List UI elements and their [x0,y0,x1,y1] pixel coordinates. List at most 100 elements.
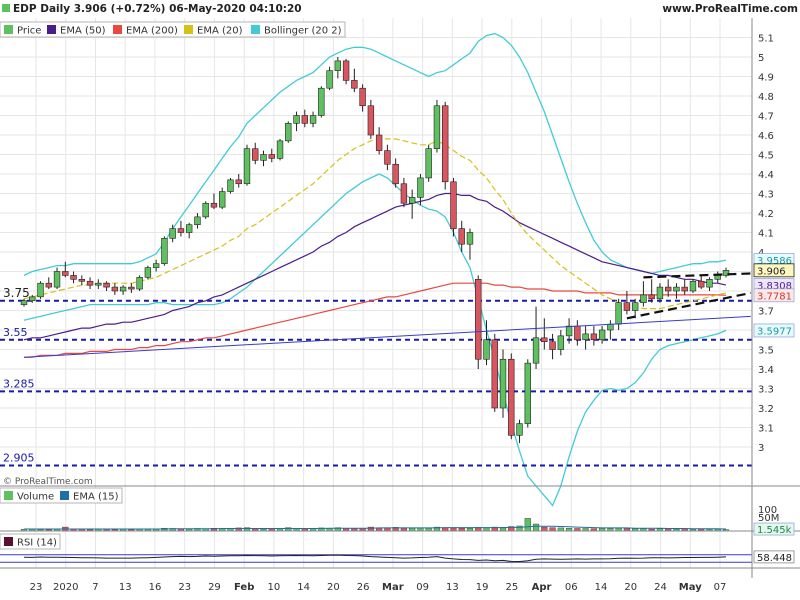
y-tick-label: 5 [758,53,764,64]
candle-body [673,286,680,292]
chart-title: EDP Daily 3.906 (+0.72%) 06-May-2020 04:… [13,3,302,15]
volume-legend-swatch [4,491,13,500]
y-tick-label: 4.1 [758,229,774,240]
candle-body [375,134,383,151]
candle-body [499,358,507,409]
x-tick-label: 09 [416,582,429,593]
x-tick-label: 14 [297,582,310,593]
y-tick-label: 4.3 [758,190,774,201]
legend-ema50: EMA (50) [60,26,106,37]
x-tick-label: 10 [268,582,281,593]
level-label: 3.55 [3,326,28,339]
candle-body [607,323,614,331]
y-tick-label: 5.1 [758,34,774,45]
y-tick-label: 4.2 [758,209,774,220]
rsi-badge: 58.448 [757,553,792,564]
y-tick-label: 3 [758,443,764,454]
trendline-channel-bottom [626,291,751,320]
candle-body [714,275,721,280]
candle-body [483,339,490,360]
candle-body [301,115,308,124]
price-badge: 3.5977 [757,326,792,337]
candle-body [342,60,350,81]
x-tick-label: Mar [382,582,404,593]
trendline-rising-support [23,315,751,358]
legend-swatch-ema200 [113,25,122,34]
x-tick-label: 07 [714,582,727,593]
volume-legend: Volume EMA (15) [0,487,123,504]
candle-body [119,286,127,292]
bollinger-upper [23,32,727,276]
legend-swatch-ema50 [47,25,56,34]
volume-tick-label: 100 [758,505,777,516]
ema200-line [24,282,727,358]
price-badge-box [753,288,795,303]
rsi-line [0,554,752,563]
price-badge: 3.9586 [757,256,792,267]
candles [20,57,730,444]
volume-ema-line [24,525,727,530]
candle-body [144,267,152,278]
y-tick-label: 3.2 [758,404,774,415]
y-tick-label: 3.4 [758,365,774,376]
candle-body [640,294,647,303]
candle-body [698,280,705,288]
candle-body [210,202,218,208]
candle-body [450,181,457,229]
volume-bar [549,527,556,532]
candle-body [194,216,201,225]
candle-body [309,115,317,124]
level-label: 3.285 [3,377,35,390]
x-tick-label: 20 [327,582,340,593]
candle-body [392,163,399,185]
x-tick-label: 19 [476,582,489,593]
ema50-line [23,192,727,341]
rsi-legend-label: RSI (14) [17,538,57,549]
legend-swatch-price [4,25,13,34]
candle-body [367,105,375,136]
y-tick-label: 4.6 [758,131,774,142]
candle-body [111,286,119,292]
candle-body [590,333,598,341]
candle-body [532,337,540,364]
support-levels: 3.75 3.55 3.285 2.905 [0,286,752,467]
y-tick-label: 3.1 [758,424,774,435]
candle-body [384,150,391,165]
candle-body [103,282,110,288]
candle-body [318,87,325,116]
candle-body [235,179,242,185]
candle-body [574,325,581,341]
volume-legend-label: Volume [17,492,54,503]
candle-body [433,105,441,149]
candle-body [549,341,556,350]
candle-body [20,300,28,305]
bollinger-bands [23,32,727,507]
price-badge: 3.7781 [757,291,792,302]
y-tick-label: 4.9 [758,73,774,84]
x-tick-label: Feb [234,582,254,593]
candle-body [260,154,267,161]
axes: 5.154.94.84.74.64.54.44.34.24.143.93.83.… [0,18,800,593]
price-badge-box [753,263,795,278]
candle-body [219,191,226,208]
candle-body [161,238,168,265]
candle-body [169,228,176,239]
candle-body [276,140,284,159]
candle-body [466,232,474,245]
volume-bar [541,526,548,532]
volume-tick-label: 50M [758,513,779,524]
volume-bar [532,523,540,532]
candle-body [458,228,465,245]
candle-body [95,282,102,286]
volume-bar [516,525,523,532]
trendline-channel-top [643,272,751,279]
x-tick-label: 23 [178,582,191,593]
candle-body [664,286,672,292]
candle-body [681,286,688,292]
candle-body [252,148,259,161]
y-tick-label: 3.5 [758,346,774,357]
legend-swatch-bollinger [251,25,260,34]
candle-body [631,302,639,311]
rsi-badge-box [753,550,795,564]
